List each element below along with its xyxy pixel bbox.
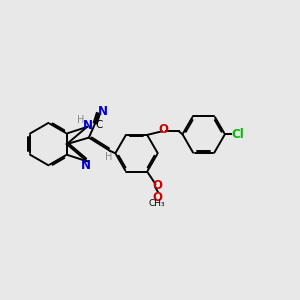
Text: O: O (152, 179, 162, 192)
Text: C: C (95, 120, 103, 130)
Text: H: H (105, 152, 112, 162)
Text: Cl: Cl (231, 128, 244, 141)
Text: CH₃: CH₃ (149, 200, 166, 208)
Text: O: O (159, 123, 169, 136)
Text: N: N (98, 105, 107, 118)
Text: N: N (81, 160, 91, 172)
Text: O: O (153, 191, 163, 204)
Text: H: H (77, 116, 85, 125)
Text: N: N (82, 119, 92, 132)
